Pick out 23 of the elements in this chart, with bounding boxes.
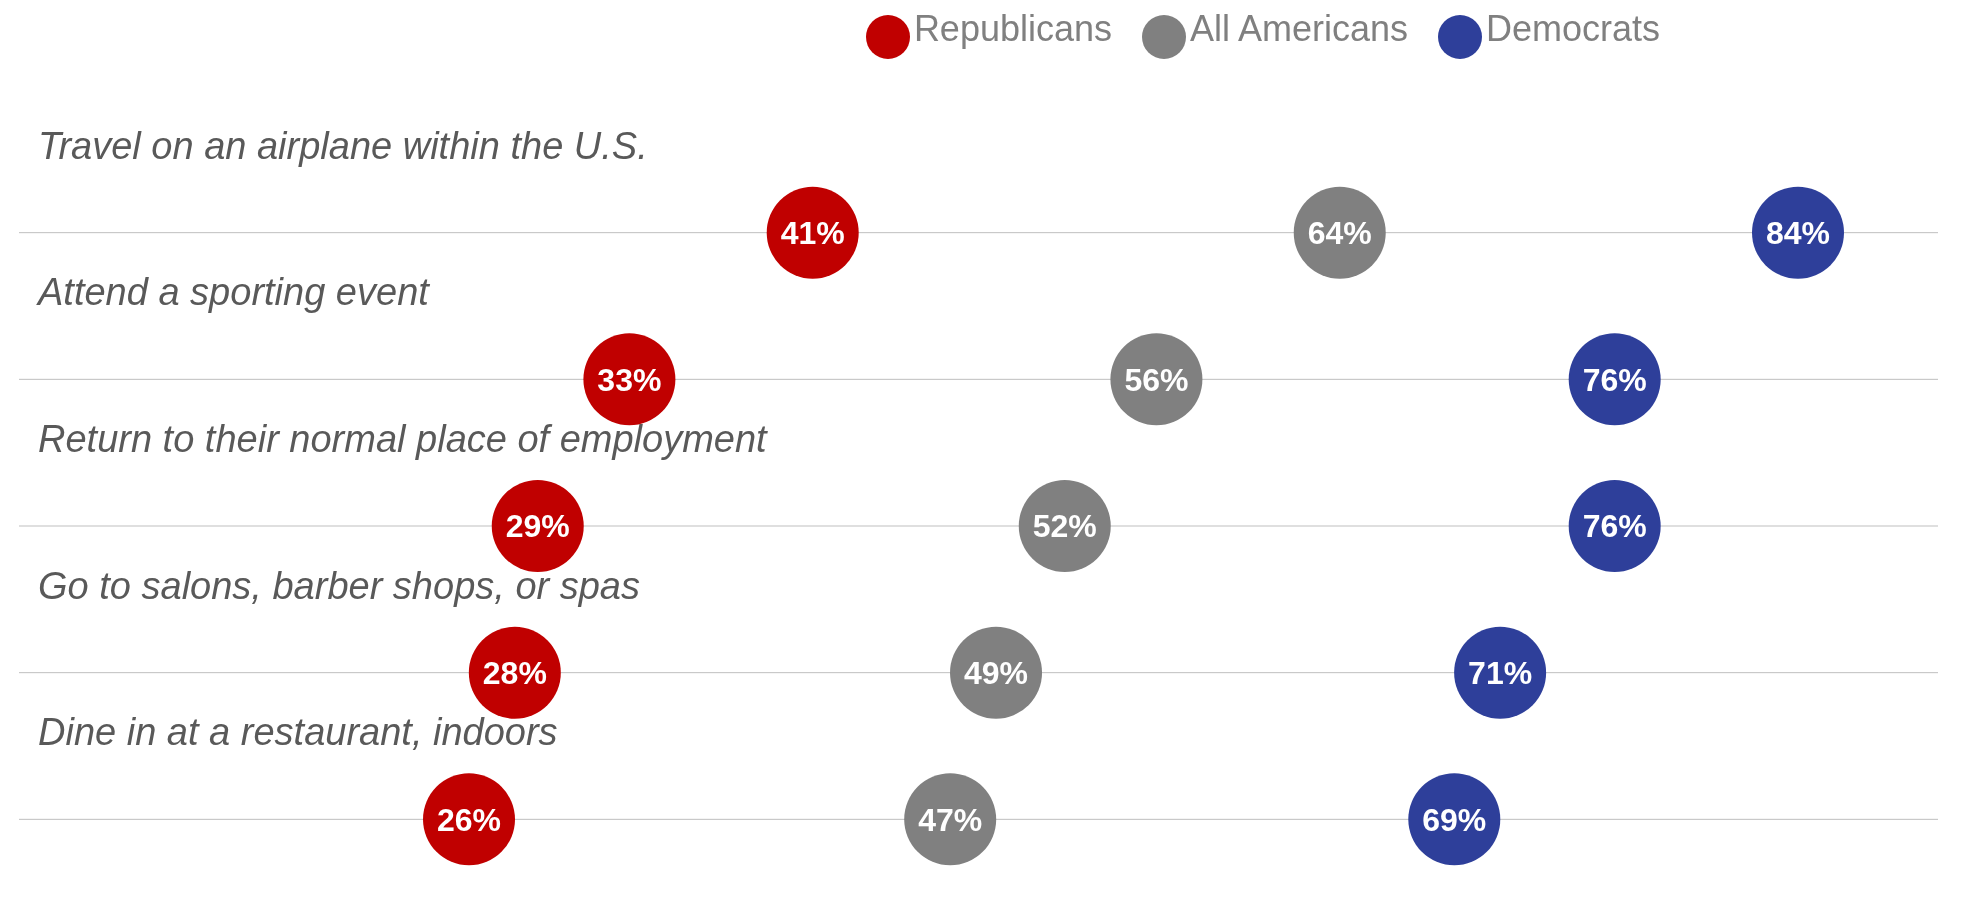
data-label: 52% xyxy=(1032,508,1097,545)
legend-label: Republicans xyxy=(913,8,1112,49)
data-label: 26% xyxy=(436,801,502,838)
y-tick-label: Return to their normal place of employment xyxy=(38,418,769,460)
data-label: 49% xyxy=(963,655,1029,692)
y-tick-label: Dine in at a restaurant, indoors xyxy=(38,711,558,754)
y-tick-label: Attend a sporting event xyxy=(36,271,431,314)
data-label: 33% xyxy=(597,361,662,398)
y-tick-label: Go to salons, barber shops, or spas xyxy=(38,564,640,607)
data-label: 41% xyxy=(780,215,845,252)
data-label: 28% xyxy=(482,655,547,692)
data-label: 64% xyxy=(1307,215,1372,252)
data-label: 29% xyxy=(505,508,570,545)
y-tick-label: Travel on an airplane within the U.S. xyxy=(38,124,648,167)
legend-label: Democrats xyxy=(1486,8,1661,49)
data-label: 76% xyxy=(1582,361,1647,398)
data-label: 71% xyxy=(1468,655,1533,692)
legend-label: All Americans xyxy=(1190,8,1409,49)
data-label: 76% xyxy=(1582,508,1647,545)
data-label: 69% xyxy=(1422,801,1487,838)
data-label: 56% xyxy=(1124,361,1189,398)
data-label: 47% xyxy=(918,801,983,838)
data-label: 84% xyxy=(1765,215,1831,252)
